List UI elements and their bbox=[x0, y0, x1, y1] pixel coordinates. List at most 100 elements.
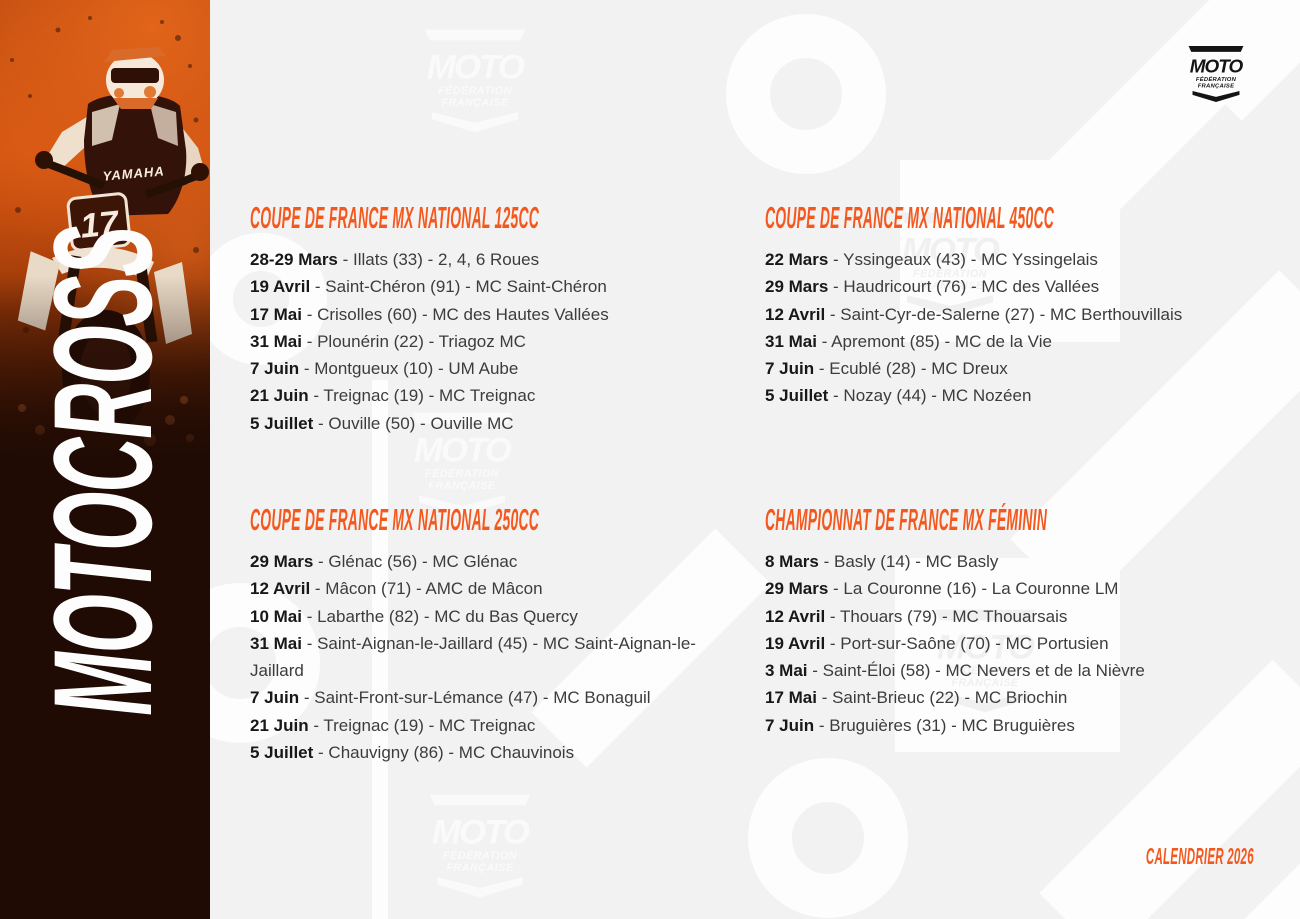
event-details: - Basly (14) - MC Basly bbox=[818, 552, 999, 571]
event-details: - Saint-Aignan-le-Jaillard (45) - MC Sai… bbox=[250, 633, 696, 681]
event-date: 19 Avril bbox=[250, 277, 311, 297]
event-details: - Yssingeaux (43) - MC Yssingelais bbox=[828, 250, 1098, 269]
event-date: 7 Juin bbox=[765, 715, 815, 735]
logo-federation-text: FÉDÉRATION bbox=[438, 84, 512, 97]
logo-top-bar bbox=[429, 794, 531, 806]
event-date: 22 Mars bbox=[765, 250, 829, 269]
logo-francaise-text: FRANÇAISE bbox=[428, 480, 495, 492]
logo-francaise-text: FRANÇAISE bbox=[446, 862, 513, 874]
event-row: 7 Juin - Saint-Front-sur-Lémance (47) - … bbox=[250, 684, 722, 711]
event-row: 29 Mars - Haudricourt (76) - MC des Vall… bbox=[765, 273, 1257, 300]
ffm-logo: MOTO FÉDÉRATION FRANÇAISE bbox=[934, 609, 1037, 713]
logo-moto-text: MOTO bbox=[432, 814, 530, 852]
vertical-title-text: MOTOCROSS bbox=[24, 226, 181, 716]
event-date: 17 Mai bbox=[250, 304, 302, 324]
section-title-text: COUPE DE FRANCE MX NATIONAL 250CC bbox=[250, 502, 540, 537]
event-row: 19 Avril - Port-sur-Saône (70) - MC Port… bbox=[765, 630, 1257, 657]
event-date: 5 Juillet bbox=[250, 743, 314, 763]
logo-top-bar bbox=[424, 29, 526, 41]
event-row: 29 Mars - Glénac (56) - MC Glénac bbox=[250, 548, 722, 575]
event-row: 8 Mars - Basly (14) - MC Basly bbox=[765, 548, 1257, 575]
event-row: 31 Mai - Saint-Aignan-le-Jaillard (45) -… bbox=[250, 630, 722, 685]
event-list: 8 Mars - Basly (14) - MC Basly 29 Mars - … bbox=[765, 548, 1257, 739]
section-mx-national-125cc: COUPE DE FRANCE MX NATIONAL 125CC 28-29 … bbox=[250, 200, 722, 437]
vertical-title: MOTOCROSS bbox=[24, 227, 181, 919]
event-date: 21 Juin bbox=[250, 386, 309, 406]
jersey-brand-text: YAMAHA bbox=[102, 163, 165, 183]
event-date: 29 Mars bbox=[765, 277, 829, 297]
event-list: 28-29 Mars - Illats (33) - 2, 4, 6 Roues… bbox=[250, 246, 722, 437]
helmet-graphic bbox=[144, 86, 156, 98]
section-mx-national-450cc: COUPE DE FRANCE MX NATIONAL 450CC 22 Mar… bbox=[765, 200, 1257, 410]
section-title-text: COUPE DE FRANCE MX NATIONAL 450CC bbox=[765, 200, 1055, 235]
jersey-patch bbox=[150, 104, 178, 146]
ffm-logo-watermark: MOTO FÉDÉRATION FRANÇAISE bbox=[415, 26, 535, 136]
event-details: - Mâcon (71) - AMC de Mâcon bbox=[310, 579, 543, 599]
event-row: 28-29 Mars - Illats (33) - 2, 4, 6 Roues bbox=[250, 246, 722, 273]
event-date: 5 Juillet bbox=[250, 413, 314, 433]
ffm-logo: MOTO FÉDÉRATION FRANÇAISE bbox=[1188, 45, 1244, 103]
logo-moto-text: MOTO bbox=[1190, 57, 1244, 78]
ffm-logo: MOTO FÉDÉRATION FRANÇAISE bbox=[899, 212, 1002, 316]
event-details: - Glénac (56) - MC Glénac bbox=[313, 552, 518, 571]
section-title: COUPE DE FRANCE MX NATIONAL 250CC bbox=[250, 502, 722, 537]
event-details: - Illats (33) - 2, 4, 6 Roues bbox=[337, 250, 540, 269]
event-date: 7 Juin bbox=[765, 359, 815, 379]
event-row: 22 Mars - Yssingeaux (43) - MC Yssingela… bbox=[765, 246, 1257, 273]
glove-left bbox=[35, 151, 53, 169]
ffm-logo: MOTO FÉDÉRATION FRANÇAISE bbox=[424, 29, 527, 133]
event-details: - Chauvigny (86) - MC Chauvinois bbox=[313, 743, 575, 763]
section-title: COUPE DE FRANCE MX NATIONAL 450CC bbox=[765, 200, 1257, 235]
event-date: 12 Avril bbox=[765, 606, 826, 626]
event-date: 3 Mai bbox=[765, 661, 808, 681]
section-title: COUPE DE FRANCE MX NATIONAL 125CC bbox=[250, 200, 722, 235]
ffm-logo: MOTO FÉDÉRATION FRANÇAISE bbox=[411, 412, 514, 516]
event-row: 31 Mai - Apremont (85) - MC de la Vie bbox=[765, 328, 1257, 355]
event-row: 3 Mai - Saint-Éloi (58) - MC Nevers et d… bbox=[765, 657, 1257, 684]
handlebar-right bbox=[144, 168, 208, 198]
event-row: 7 Juin - Bruguières (31) - MC Bruguières bbox=[765, 712, 1257, 739]
logo-francaise-text: FRANÇAISE bbox=[951, 677, 1018, 689]
footer-calendar-label: CALENDRIER 2026 bbox=[1038, 843, 1254, 870]
logo-moto-text: MOTO bbox=[902, 232, 1000, 270]
event-details: - Saint-Brieuc (22) - MC Briochin bbox=[816, 688, 1068, 708]
event-date: 12 Avril bbox=[250, 579, 311, 599]
event-details: - Ouville (50) - Ouville MC bbox=[313, 413, 514, 433]
bg-white-rect bbox=[372, 380, 388, 919]
logo-federation-text: FÉDÉRATION bbox=[1196, 75, 1237, 83]
event-details: - Thouars (79) - MC Thouarsais bbox=[825, 606, 1068, 626]
motocross-rider-photo: YAMAHA 17 bbox=[0, 0, 210, 475]
ffm-logo-watermark: MOTO FÉDÉRATION FRANÇAISE bbox=[420, 791, 540, 901]
event-row: 7 Juin - Ecublé (28) - MC Dreux bbox=[765, 355, 1257, 382]
logo-moto-text: MOTO bbox=[427, 49, 525, 87]
event-date: 31 Mai bbox=[765, 331, 817, 351]
event-row: 21 Juin - Treignac (19) - MC Treignac bbox=[250, 382, 722, 409]
event-details: - Ecublé (28) - MC Dreux bbox=[814, 359, 1008, 379]
helmet bbox=[106, 53, 164, 107]
event-details: - Labarthe (82) - MC du Bas Quercy bbox=[301, 606, 578, 626]
section-title-text: CHAMPIONNAT DE FRANCE MX FÉMININ bbox=[765, 502, 1048, 537]
event-date: 7 Juin bbox=[250, 359, 300, 379]
logo-moto-text: MOTO bbox=[414, 432, 512, 470]
event-date: 29 Mars bbox=[250, 552, 314, 571]
ffm-logo-watermark: MOTO FÉDÉRATION FRANÇAISE bbox=[402, 409, 522, 519]
event-row: 21 Juin - Treignac (19) - MC Treignac bbox=[250, 712, 722, 739]
event-date: 17 Mai bbox=[765, 688, 817, 708]
helmet-graphic bbox=[114, 88, 124, 98]
logo-top-bar bbox=[934, 609, 1036, 621]
event-date: 28-29 Mars bbox=[250, 250, 338, 269]
event-date: 21 Juin bbox=[250, 715, 309, 735]
event-details: - Plounérin (22) - Triagoz MC bbox=[301, 331, 526, 351]
section-mx-national-250cc: COUPE DE FRANCE MX NATIONAL 250CC 29 Mar… bbox=[250, 502, 722, 766]
logo-chevron bbox=[418, 495, 506, 516]
event-details: - Treignac (19) - MC Treignac bbox=[308, 715, 536, 735]
event-row: 5 Juillet - Chauvigny (86) - MC Chauvino… bbox=[250, 739, 722, 766]
ffm-logo: MOTO FÉDÉRATION FRANÇAISE bbox=[429, 794, 532, 898]
event-row: 12 Avril - Mâcon (71) - AMC de Mâcon bbox=[250, 575, 722, 602]
event-row: 12 Avril - Thouars (79) - MC Thouarsais bbox=[765, 603, 1257, 630]
logo-francaise-text: FRANÇAISE bbox=[1198, 84, 1235, 90]
event-date: 29 Mars bbox=[765, 579, 829, 599]
jersey-patch bbox=[92, 104, 120, 146]
logo-federation-text: FÉDÉRATION bbox=[443, 849, 517, 862]
event-details: - Apremont (85) - MC de la Vie bbox=[816, 331, 1052, 351]
